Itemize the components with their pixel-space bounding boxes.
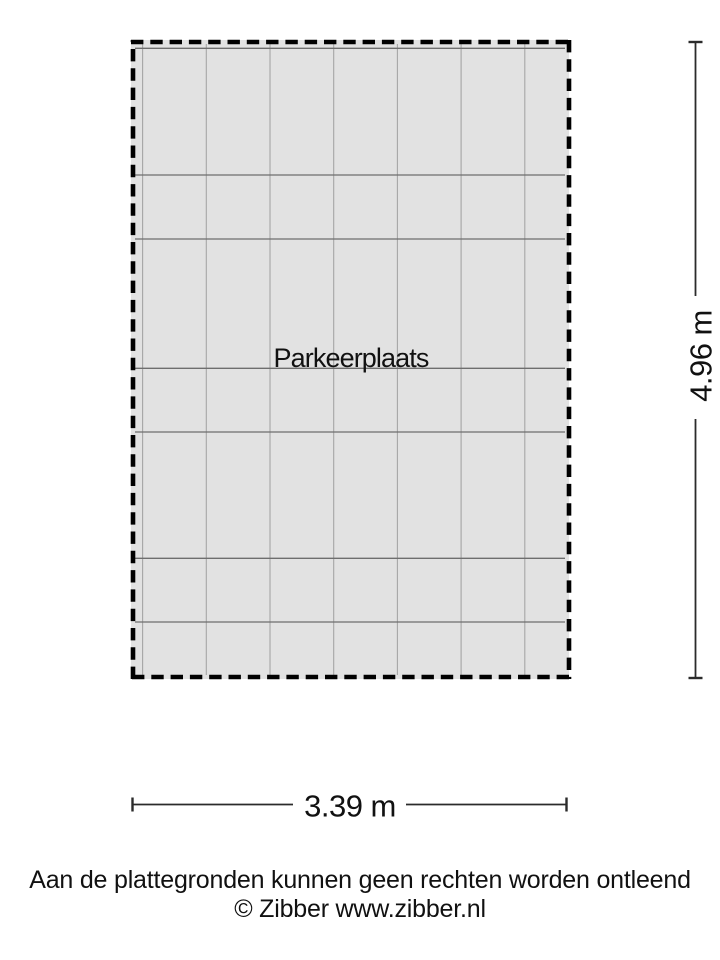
floor-grid-horizontal-lines bbox=[135, 47, 565, 623]
floor-grid-vertical-lines bbox=[142, 44, 526, 675]
height-dimension: 4.96 m bbox=[684, 40, 719, 680]
width-dimension: 3.39 m bbox=[131, 789, 568, 824]
floorplan-canvas: Parkeerplaats 4.96 m 3.39 m bbox=[130, 39, 719, 824]
parking-space-dashed-outline bbox=[130, 39, 572, 680]
width-dimension-label: 3.39 m bbox=[304, 789, 396, 824]
room-label: Parkeerplaats bbox=[274, 343, 429, 373]
footer-disclaimer: Aan de plattegronden kunnen geen rechten… bbox=[29, 866, 691, 894]
footer-copyright: © Zibber www.zibber.nl bbox=[234, 895, 486, 923]
height-dimension-label: 4.96 m bbox=[684, 310, 719, 402]
floor-fill bbox=[131, 40, 569, 679]
footer: Aan de plattegronden kunnen geen rechten… bbox=[0, 866, 720, 924]
parking-space: Parkeerplaats bbox=[130, 39, 572, 680]
